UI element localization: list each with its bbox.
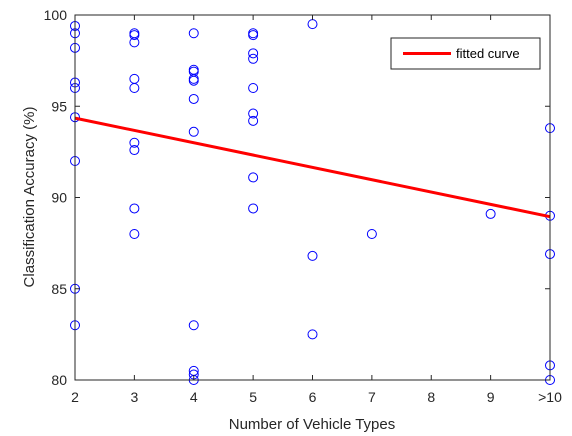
- data-point: [248, 108, 259, 119]
- data-point: [248, 48, 259, 59]
- x-tick-label: 6: [309, 389, 317, 405]
- data-point: [188, 75, 199, 86]
- data-point: [248, 30, 259, 41]
- data-point: [188, 126, 199, 137]
- data-point: [248, 115, 259, 126]
- legend-label: fitted curve: [456, 46, 520, 61]
- x-tick-label: 3: [130, 389, 138, 405]
- x-tick-label: >10: [538, 389, 562, 405]
- data-point: [188, 320, 199, 331]
- x-tick-label: 8: [427, 389, 435, 405]
- data-point: [129, 145, 140, 156]
- data-point: [129, 229, 140, 239]
- y-tick-label: 90: [51, 190, 67, 206]
- data-point: [307, 329, 318, 340]
- data-point: [366, 229, 377, 239]
- y-tick-label: 100: [44, 7, 68, 23]
- data-point: [248, 203, 259, 214]
- data-point: [129, 37, 140, 48]
- fitted-curve-line: [74, 116, 551, 219]
- data-point: [129, 30, 140, 41]
- data-point: [307, 250, 318, 261]
- data-point: [188, 93, 199, 104]
- y-tick-label: 85: [51, 281, 67, 297]
- x-tick-label: 9: [487, 389, 495, 405]
- data-point: [129, 203, 140, 214]
- x-axis-ticks: 2 3 4 5 6 7 8 9 >10: [71, 15, 562, 405]
- legend: fitted curve: [390, 37, 541, 70]
- y-tick-label: 95: [51, 98, 67, 114]
- data-point: [188, 28, 199, 39]
- data-point: [248, 53, 259, 64]
- data-point: [248, 83, 259, 93]
- x-axis-title: Number of Vehicle Types: [229, 416, 395, 433]
- data-point: [129, 83, 140, 93]
- y-axis-title: Classification Accuracy (%): [21, 107, 38, 288]
- y-tick-label: 80: [51, 372, 67, 388]
- x-tick-label: 5: [249, 389, 257, 405]
- data-point: [485, 208, 496, 219]
- x-tick-label: 2: [71, 389, 79, 405]
- y-axis-ticks: 80 85 90 95 100: [44, 7, 550, 388]
- data-point: [248, 172, 259, 183]
- plot-area: [75, 15, 550, 380]
- x-tick-label: 4: [190, 389, 198, 405]
- data-point: [129, 137, 140, 148]
- x-tick-label: 7: [368, 389, 376, 405]
